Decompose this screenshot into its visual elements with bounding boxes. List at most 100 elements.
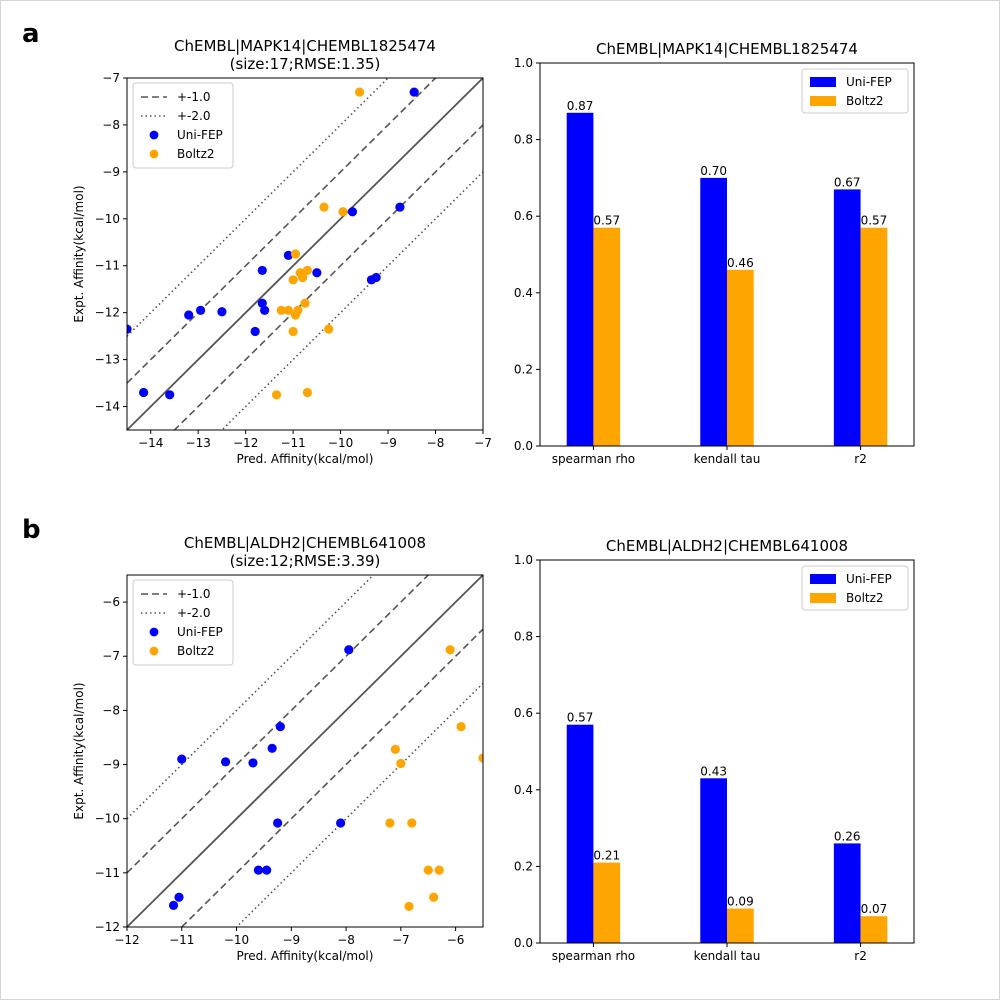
y-tick-label: −10 <box>95 212 120 226</box>
point-uni-fep <box>248 758 258 768</box>
point-uni-fep <box>127 324 132 334</box>
legend-label: Uni-FEP <box>177 625 223 639</box>
bar-boltz2-kendall-tau <box>727 908 754 943</box>
chart-title: ChEMBL|ALDH2|CHEMBL641008 <box>184 534 426 552</box>
point-boltz2 <box>283 305 293 315</box>
bar-value-label: 0.57 <box>593 214 620 228</box>
legend-label: Uni-FEP <box>177 128 223 142</box>
point-uni-fep <box>260 305 270 315</box>
x-tick-label: −13 <box>186 436 211 450</box>
bar-chart-mapk14: ChEMBL|MAPK14|CHEMBL1825474 0.87 0.70 0.67 0… <box>514 40 915 466</box>
x-tick-label: −7 <box>392 933 410 947</box>
bar-chart-aldh2: ChEMBL|ALDH2|CHEMBL641008 0.57 0.43 0.26 0.2… <box>514 537 915 963</box>
point-boltz2 <box>302 265 312 276</box>
point-uni-fep <box>250 326 260 337</box>
point-uni-fep <box>257 265 267 276</box>
bar-boltz2-r2 <box>860 916 888 943</box>
point-boltz2 <box>390 744 400 754</box>
y-tick-label: −11 <box>95 866 120 880</box>
point-boltz2 <box>288 326 298 337</box>
point-boltz2 <box>298 272 308 283</box>
legend-dot-swatch <box>149 130 159 140</box>
point-uni-fep <box>139 387 149 398</box>
legend-dot-swatch <box>149 149 159 159</box>
y-tick-label: −7 <box>102 71 120 85</box>
point-uni-fep <box>168 900 179 910</box>
bar-boltz2-kendall-tau <box>727 269 754 446</box>
bar-value-label: 0.07 <box>861 902 888 916</box>
legend-label: Uni-FEP <box>846 572 892 586</box>
legend-box <box>132 579 234 666</box>
point-uni-fep <box>312 268 322 278</box>
y-tick-label: 1.0 <box>514 553 533 567</box>
point-boltz2 <box>276 305 286 315</box>
point-uni-fep <box>267 743 277 753</box>
chart-title: ChEMBL|MAPK14|CHEMBL1825474 <box>596 40 858 58</box>
y-tick-label: 0.2 <box>514 362 533 376</box>
x-tick-label: −12 <box>233 436 258 450</box>
x-tick-label: −9 <box>379 436 397 450</box>
point-boltz2 <box>354 87 365 97</box>
x-tick-label: r2 <box>854 452 867 466</box>
point-boltz2 <box>288 275 298 285</box>
point-uni-fep <box>253 865 264 875</box>
x-tick-label: −6 <box>447 933 465 947</box>
band-line-minus-1 <box>173 124 483 430</box>
plot-area <box>127 78 483 430</box>
chart-subtitle: (size:12;RMSE:3.39) <box>230 552 381 570</box>
band-line-minus-2 <box>220 171 483 430</box>
legend-label: Uni-FEP <box>846 75 892 89</box>
point-boltz2 <box>293 305 303 315</box>
point-boltz2 <box>319 202 329 212</box>
point-boltz2 <box>302 387 312 398</box>
point-boltz2 <box>300 298 310 308</box>
legend-swatch <box>810 77 836 87</box>
panel-label-a: a <box>22 19 40 49</box>
y-tick-label: 0.4 <box>514 286 533 300</box>
y-tick-label: −12 <box>95 920 120 934</box>
x-tick-label: −8 <box>337 933 355 947</box>
point-uni-fep <box>195 305 206 315</box>
point-uni-fep <box>184 310 194 320</box>
y-tick-label: −6 <box>102 595 120 609</box>
point-boltz2 <box>271 390 282 400</box>
bar-boltz2-spearman-rho <box>593 862 621 943</box>
point-uni-fep <box>257 298 267 308</box>
x-tick-label: spearman rho <box>552 452 635 466</box>
y-tick-label: −10 <box>95 812 120 826</box>
y-tick-label: −13 <box>95 353 120 367</box>
y-tick-label: 0.6 <box>514 209 533 223</box>
chart-subtitle: (size:17;RMSE:1.35) <box>230 55 381 73</box>
point-uni-fep <box>165 390 175 400</box>
plot-frame <box>126 77 484 431</box>
point-uni-fep <box>283 250 293 261</box>
y-tick-label: 0.0 <box>514 439 533 453</box>
bar-value-label: 0.57 <box>567 711 594 725</box>
y-tick-label: −9 <box>102 758 120 772</box>
x-axis-label: Pred. Affinity(kcal/mol) <box>237 452 374 466</box>
y-tick-label: −14 <box>95 400 120 414</box>
point-uni-fep <box>344 645 354 655</box>
x-tick-label: −9 <box>282 933 300 947</box>
point-boltz2 <box>478 753 483 763</box>
y-axis-label: Expt. Affinity(kcal/mol) <box>72 185 86 322</box>
x-tick-label: −10 <box>224 933 249 947</box>
bar-value-label: 0.43 <box>700 764 727 778</box>
point-uni-fep <box>275 722 285 732</box>
point-uni-fep <box>395 202 405 212</box>
point-uni-fep <box>177 754 187 764</box>
y-tick-label: −11 <box>95 259 120 273</box>
legend-dot-swatch <box>149 646 159 656</box>
x-tick-label: −11 <box>169 933 194 947</box>
bar-uni-fep-kendall-tau <box>700 778 727 943</box>
x-tick-label: −11 <box>280 436 305 450</box>
bar-uni-fep-r2 <box>833 189 861 446</box>
x-tick-label: r2 <box>854 949 867 963</box>
legend-label: Boltz2 <box>177 644 215 658</box>
point-uni-fep <box>273 818 283 828</box>
point-boltz2 <box>324 324 334 334</box>
bar-uni-fep-r2 <box>833 843 861 943</box>
bar-value-label: 0.46 <box>727 256 754 270</box>
y-tick-label: −9 <box>102 165 120 179</box>
x-tick-label: kendall tau <box>694 452 761 466</box>
